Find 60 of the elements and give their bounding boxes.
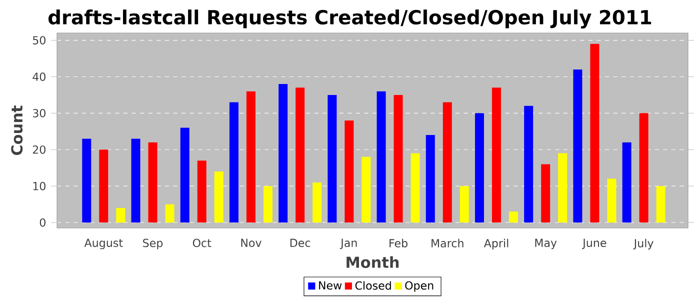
bar	[131, 138, 140, 223]
legend-label: Open	[405, 281, 434, 292]
x-tick-label: May	[535, 238, 557, 250]
x-tick-label: June	[582, 238, 606, 250]
bar	[426, 135, 435, 223]
x-tick-label: March	[432, 238, 464, 248]
x-tick-label: Nov	[241, 238, 262, 248]
x-tick-label: Feb	[390, 238, 408, 248]
bar	[622, 142, 632, 223]
bar	[524, 106, 534, 223]
bar	[296, 88, 305, 223]
y-tick-label: 30	[32, 108, 46, 118]
bar	[214, 172, 224, 223]
bar	[474, 113, 484, 223]
chart-title: drafts-lastcall Requests Created/Closed/Open July 2011	[48, 10, 652, 28]
bar	[590, 44, 600, 223]
bar	[148, 142, 158, 223]
bar	[165, 204, 174, 223]
bar	[99, 150, 108, 223]
y-tick-label: 10	[33, 182, 46, 190]
bar	[573, 69, 582, 223]
bar	[607, 178, 616, 223]
bar	[278, 84, 288, 223]
y-tick-label: 20	[32, 145, 46, 154]
bar	[442, 102, 452, 223]
legend-label: New	[319, 281, 342, 290]
bar	[229, 102, 238, 223]
bar	[180, 128, 190, 223]
x-tick-label: Jan	[340, 238, 357, 250]
bar	[246, 91, 256, 223]
bar	[639, 113, 648, 223]
x-tick-label: Sep	[143, 238, 163, 250]
y-tick-label: 50	[32, 36, 46, 44]
x-axis-title: Month	[346, 256, 399, 268]
bar	[541, 164, 550, 223]
bar	[362, 156, 371, 223]
bar	[116, 208, 126, 223]
bar	[263, 186, 272, 223]
bar	[558, 153, 568, 223]
y-tick-label: 40	[32, 72, 46, 81]
x-tick-label: Dec	[290, 238, 310, 248]
bar	[394, 94, 403, 223]
bar	[328, 94, 337, 223]
bar	[82, 138, 92, 223]
bar	[197, 160, 206, 223]
bar	[376, 91, 386, 223]
bar	[410, 153, 420, 223]
x-tick-label: July	[633, 238, 654, 250]
x-tick-label: August	[84, 238, 123, 250]
x-tick-label: April	[484, 238, 508, 250]
bar	[344, 120, 354, 223]
y-axis-title: Count	[11, 106, 23, 156]
bar	[508, 212, 518, 223]
bar	[460, 186, 469, 223]
x-tick-label: Oct	[192, 238, 212, 248]
bar	[656, 186, 666, 223]
legend-label: Closed	[355, 281, 391, 290]
bar	[312, 182, 322, 223]
bar	[492, 88, 501, 223]
y-tick-label: 0	[40, 218, 46, 227]
